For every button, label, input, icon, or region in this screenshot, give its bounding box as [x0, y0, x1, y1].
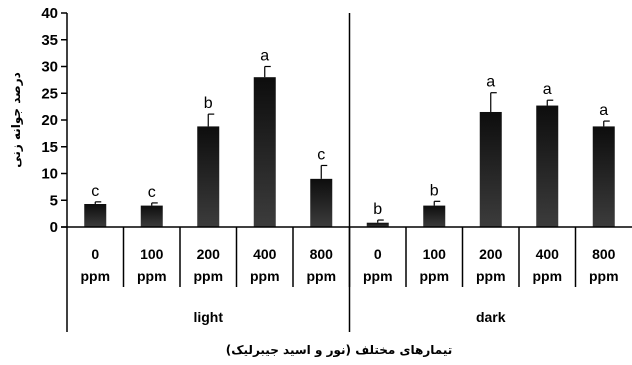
y-tick-label: 5 — [50, 192, 58, 209]
x-category-label: 800 — [592, 246, 616, 262]
bar — [197, 126, 220, 227]
x-category-label: ppm — [476, 268, 506, 284]
x-category-label: 400 — [536, 246, 560, 262]
x-category-label: ppm — [193, 268, 223, 284]
bar — [592, 126, 615, 227]
bar — [366, 222, 389, 227]
x-category-label: 0 — [91, 246, 99, 262]
bars: c c b a c b b a a a — [84, 48, 615, 227]
bar — [253, 77, 276, 227]
x-category-label: 200 — [479, 246, 503, 262]
significance-letter: b — [204, 95, 213, 112]
x-category-label: 100 — [140, 246, 164, 262]
significance-letter: a — [599, 102, 608, 119]
x-category-label: 400 — [253, 246, 277, 262]
bar — [479, 111, 502, 227]
x-category-label: ppm — [532, 268, 562, 284]
y-tick-label: 40 — [41, 5, 58, 22]
x-category-label: ppm — [250, 268, 280, 284]
y-tick-label: 15 — [41, 139, 58, 156]
bar — [536, 105, 559, 227]
x-axis: 0 ppm 100 ppm 200 ppm 400 ppm 800 ppm 0 ppm 100 ppm 20… — [61, 13, 632, 332]
significance-letter: c — [91, 183, 99, 200]
x-category-label: 200 — [197, 246, 221, 262]
significance-letter: a — [486, 74, 495, 91]
significance-letter: a — [260, 48, 269, 65]
y-tick-label: 25 — [41, 85, 58, 102]
x-category-label: 0 — [374, 246, 382, 262]
y-tick-label: 30 — [41, 59, 58, 76]
y-tick-label: 20 — [41, 112, 58, 129]
x-category-label: ppm — [589, 268, 619, 284]
y-tick-label: 0 — [50, 219, 58, 236]
group-label: light — [193, 309, 223, 325]
y-axis: 0 5 10 15 20 25 30 35 40 — [41, 5, 68, 236]
x-axis-title: تیمارهای مختلف (نور و اسید جیبرلیک) — [226, 343, 452, 358]
x-category-label: ppm — [419, 268, 449, 284]
y-tick-label: 35 — [41, 32, 58, 49]
significance-letter: c — [317, 146, 325, 163]
bar — [84, 203, 107, 227]
significance-letter: b — [430, 182, 439, 199]
x-category-label: ppm — [306, 268, 336, 284]
x-category-label: ppm — [363, 268, 393, 284]
bar — [310, 178, 333, 227]
x-category-label: 100 — [423, 246, 447, 262]
significance-letter: b — [373, 201, 382, 218]
bar — [423, 205, 446, 227]
y-tick-label: 10 — [41, 166, 58, 183]
y-axis-title: درصد جوانه زنی — [9, 72, 24, 168]
significance-letter: c — [148, 184, 156, 201]
group-label: dark — [476, 309, 506, 325]
x-category-label: ppm — [137, 268, 167, 284]
bar — [140, 205, 163, 227]
x-category-label: ppm — [80, 268, 110, 284]
x-category-label: 800 — [310, 246, 334, 262]
significance-letter: a — [543, 81, 552, 98]
